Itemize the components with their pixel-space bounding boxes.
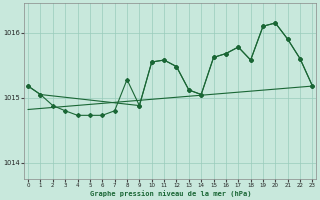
X-axis label: Graphe pression niveau de la mer (hPa): Graphe pression niveau de la mer (hPa) bbox=[90, 190, 251, 197]
